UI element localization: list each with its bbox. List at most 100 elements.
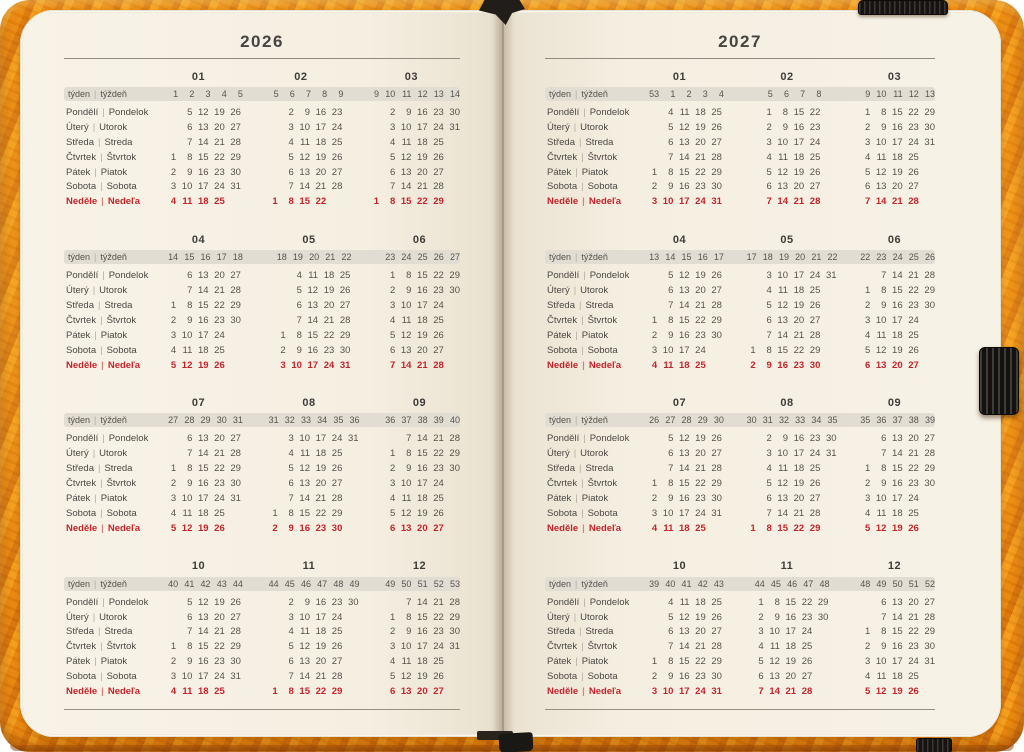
date-cell: 27 (711, 285, 722, 297)
date-cell: 15 (678, 166, 690, 178)
date-cell: 20 (417, 166, 428, 178)
date-cell: 11 (402, 89, 412, 99)
date-cell: 4 (389, 656, 396, 668)
month-dates: 3 10 17 24 31 (641, 686, 722, 697)
date-cell: 10 (299, 121, 310, 133)
label-separator: | (583, 270, 586, 282)
date-cell (160, 285, 176, 296)
date-cell: 14 (417, 596, 428, 608)
date-cell: 23 (695, 181, 706, 193)
date-cell: 19 (315, 463, 327, 475)
date-cell: 23 (433, 626, 444, 638)
date-cell: 29 (711, 478, 722, 490)
date-cell: 13 (678, 626, 690, 638)
date-cell: 14 (892, 270, 903, 282)
date-cell: 18 (417, 136, 428, 148)
date-cell: 8 (881, 626, 887, 638)
month-dates: 1 8 15 22 29 (363, 196, 460, 207)
label-separator: | (100, 344, 103, 356)
date-cell: 17 (678, 507, 690, 519)
date-cell: 9 (881, 121, 887, 133)
date-cell: 29 (697, 415, 708, 426)
date-cell: 9 (865, 89, 871, 99)
weekday-label-czech: Pondělí (547, 270, 580, 282)
weekday-row-friday: Pátek | Piatok 1 8 15 22 29 5 12 19 26 3 10 17 24 31 (545, 654, 935, 669)
date-cell: 26 (711, 433, 722, 445)
month-title: 12 (412, 560, 427, 573)
date-cell: 12 (400, 507, 412, 519)
label-separator: | (94, 166, 97, 178)
date-cell: 19 (892, 344, 903, 356)
weekday-row-friday: Pátek | Piatok 3 10 17 24 31 7 14 21 28 4 11 18 25 (64, 491, 460, 506)
weekday-row-tuesday: Úterý | Utorok 5 12 19 26 2 9 16 23 2 9 16 23 30 (545, 120, 935, 135)
date-cell: 2 (686, 89, 692, 99)
date-cell: 27 (331, 166, 343, 178)
date-cell: 48 (860, 578, 871, 589)
date-cell (160, 137, 176, 148)
date-cell: 9 (782, 433, 788, 445)
date-cell: 15 (785, 596, 797, 608)
date-cell: 38 (417, 415, 428, 426)
date-cell (225, 330, 241, 341)
month-dates: 3 10 17 24 31 (641, 196, 722, 207)
label-separator: | (581, 314, 584, 326)
date-cell: 13 (649, 252, 660, 263)
month-dates: 5 12 19 26 (854, 686, 935, 697)
weekday-label-czech: Pátek (66, 166, 91, 178)
weekday-label-slovak: Piatok (581, 166, 609, 178)
date-cell: 28 (339, 314, 351, 326)
weekday-label: Pátek | Piatok (64, 167, 160, 178)
date-cell: 14 (777, 507, 788, 519)
date-cell: 21 (214, 626, 225, 638)
month-dates: 5 12 19 26 (641, 612, 722, 623)
month-dates: 1 8 15 22 29 (854, 285, 935, 296)
date-cell: 26 (711, 270, 722, 282)
weekday-row-sunday: Neděle | Nedeľa 4 11 18 25 2 9 16 23 30 6 13 20 27 (545, 358, 935, 373)
date-cell (225, 360, 241, 371)
date-cell: 11 (182, 196, 193, 208)
date-cell: 12 (197, 106, 209, 118)
month-dates: 6 13 20 27 (261, 656, 358, 667)
weekday-label-slovak: Sobota (106, 671, 137, 683)
date-cell: 1 (280, 329, 286, 341)
date-cell: 14 (769, 685, 780, 697)
date-cell (342, 523, 358, 534)
month-title-row: 04 05 06 (64, 232, 460, 247)
date-cell: 27 (711, 448, 722, 460)
month-title-row: 01 02 03 (64, 69, 460, 84)
elastic-band-top (858, 0, 948, 15)
date-cell: 25 (809, 463, 821, 475)
month-dates: 7 14 21 28 (854, 196, 935, 207)
date-cell: 27 (809, 492, 821, 504)
weekday-label-czech: Úterý (66, 611, 89, 623)
week-number-row: týden | týždeň 39 40 41 42 43 44 45 46 47 48 48 49 50 51… (545, 576, 935, 591)
year-rule (64, 58, 460, 59)
date-cell: 26 (809, 166, 821, 178)
date-cell: 4 (864, 329, 871, 341)
weekday-label-slovak: Piatok (100, 329, 128, 341)
date-cell: 9 (187, 656, 193, 668)
date-cell: 12 (400, 329, 412, 341)
date-cell: 11 (308, 270, 319, 282)
date-cell: 5 (389, 151, 396, 163)
date-cell: 36 (876, 415, 887, 426)
weekday-row-sunday: Neděle | Nedeľa 4 11 18 25 1 8 15 22 29 5 12 19 26 (545, 521, 935, 536)
month-dates: 6 13 20 27 (739, 315, 836, 326)
date-cell: 30 (711, 671, 722, 683)
date-cell: 22 (315, 507, 327, 519)
date-cell: 19 (315, 151, 327, 163)
date-cell: 4 (389, 314, 396, 326)
date-cell: 1 (758, 596, 764, 608)
date-cell: 20 (695, 285, 706, 297)
date-cell: 11 (876, 671, 887, 683)
date-cell: 3 (864, 656, 871, 668)
date-cell: 3 (389, 121, 396, 133)
label-separator: | (575, 415, 578, 426)
date-cell: 20 (417, 685, 428, 697)
date-cell: 44 (754, 578, 765, 589)
date-cell: 45 (770, 578, 781, 589)
date-cell: 22 (801, 596, 813, 608)
date-cell: 19 (793, 478, 805, 490)
date-cell: 33 (300, 415, 311, 426)
date-cell: 15 (777, 344, 788, 356)
